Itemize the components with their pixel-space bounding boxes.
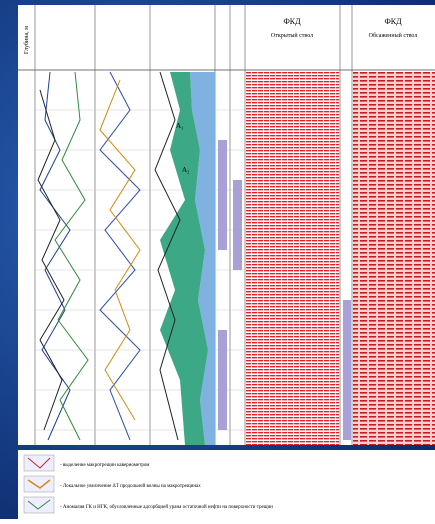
zone-label: А₁	[176, 122, 184, 130]
fkd-open-title: ФКД	[283, 17, 301, 26]
log-figure: Глубина, м ФКД Открытый ствол ФКД Обсаже…	[0, 0, 435, 519]
desc-box	[233, 180, 242, 270]
fkd-cased-subtitle: Обсаженный ствол	[369, 32, 418, 39]
legend-text: - Локальное увеличение ΔТ продольной вол…	[60, 484, 201, 489]
desc-box	[343, 300, 351, 440]
fkd-cased-image	[353, 72, 435, 445]
desc-box	[218, 330, 227, 430]
legend-text: - выделение макротрещин кавернометром	[60, 463, 150, 468]
screen: Глубина, м ФКД Открытый ствол ФКД Обсаже…	[0, 0, 435, 519]
fkd-open-image	[246, 72, 339, 445]
fkd-open-subtitle: Открытый ствол	[271, 32, 313, 39]
legend-text: - Аномалия ГК и НГК, обусловленные адсор…	[60, 505, 273, 510]
legend-icons	[24, 455, 54, 513]
zone-label: А₂	[182, 166, 190, 174]
fkd-cased-title: ФКД	[384, 17, 402, 26]
depth-header: Глубина, м	[23, 26, 30, 54]
desc-box	[218, 140, 227, 250]
